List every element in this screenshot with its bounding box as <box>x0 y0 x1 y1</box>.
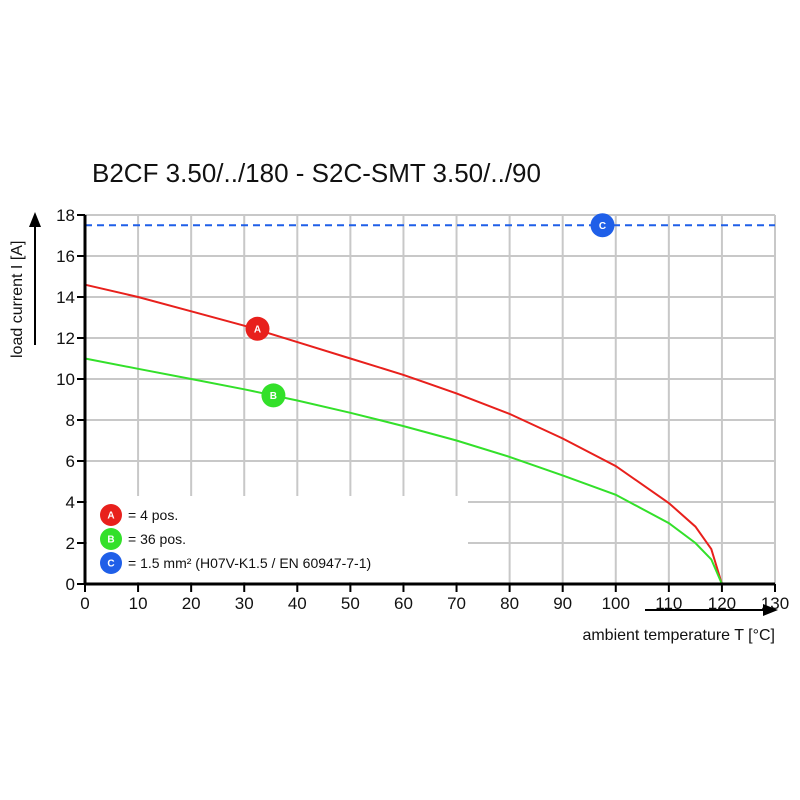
x-tick-label: 100 <box>602 594 630 613</box>
y-tick-label: 10 <box>56 370 75 389</box>
marker-C: C <box>590 213 615 238</box>
marker-B: B <box>100 528 122 550</box>
marker-circle <box>100 552 122 574</box>
legend-label: = 4 pos. <box>128 507 178 523</box>
x-tick-label: 120 <box>708 594 736 613</box>
marker-circle <box>245 316 270 341</box>
x-tick-label: 20 <box>182 594 201 613</box>
x-tick-label: 0 <box>80 594 89 613</box>
y-tick-label: 18 <box>56 206 75 225</box>
x-axis-label: ambient temperature T [°C] <box>582 627 775 644</box>
x-axis-arrowhead <box>763 604 778 616</box>
chart-title: B2CF 3.50/../180 - S2C-SMT 3.50/../90 <box>92 158 541 188</box>
marker-circle <box>100 504 122 526</box>
marker-letter: A <box>254 324 261 335</box>
marker-A: A <box>100 504 122 526</box>
marker-B: B <box>261 383 286 408</box>
x-tick-label: 110 <box>655 594 682 613</box>
y-axis-arrowhead <box>29 212 41 227</box>
legend-label: = 36 pos. <box>128 531 186 547</box>
legend-background <box>87 496 468 582</box>
marker-circle <box>590 213 615 238</box>
y-tick-label: 16 <box>56 247 75 266</box>
x-tick-label: 90 <box>553 594 572 613</box>
series-line-A <box>84 283 723 585</box>
marker-letter: B <box>107 535 114 546</box>
y-tick-label: 8 <box>66 411 75 430</box>
legend: A = 4 pos. B = 36 pos. C = 1.5 mm² (H07V-K1.5… <box>100 504 371 574</box>
marker-C: C <box>100 552 122 574</box>
marker-letter: C <box>107 559 114 570</box>
marker-letter: A <box>107 511 114 522</box>
y-axis-label: load current I [A] <box>9 241 26 358</box>
marker-letter: C <box>599 221 606 232</box>
x-tick-label: 80 <box>500 594 519 613</box>
x-tick-label: 70 <box>447 594 466 613</box>
axes: 0 10 20 30 40 50 60 70 80 90 100 110 120 130024681012… <box>29 206 789 616</box>
y-tick-label: 12 <box>56 329 75 348</box>
marker-circle <box>100 528 122 550</box>
x-tick-label: 40 <box>288 594 307 613</box>
y-tick-label: 0 <box>66 575 75 594</box>
legend-label: = 1.5 mm² (H07V-K1.5 / EN 60947-7-1) <box>128 555 371 571</box>
x-tick-label: 30 <box>235 594 254 613</box>
marker-letter: B <box>270 391 277 402</box>
y-tick-label: 14 <box>56 288 75 307</box>
marker-A: A <box>245 316 270 341</box>
marker-circle <box>261 383 286 408</box>
x-tick-label: 50 <box>341 594 360 613</box>
x-tick-label: 10 <box>129 594 148 613</box>
y-tick-label: 4 <box>66 493 75 512</box>
series-line-B <box>84 357 723 585</box>
y-tick-label: 6 <box>66 452 75 471</box>
y-tick-label: 2 <box>66 534 75 553</box>
x-tick-label: 60 <box>394 594 413 613</box>
series-lines: A B C <box>84 213 775 585</box>
